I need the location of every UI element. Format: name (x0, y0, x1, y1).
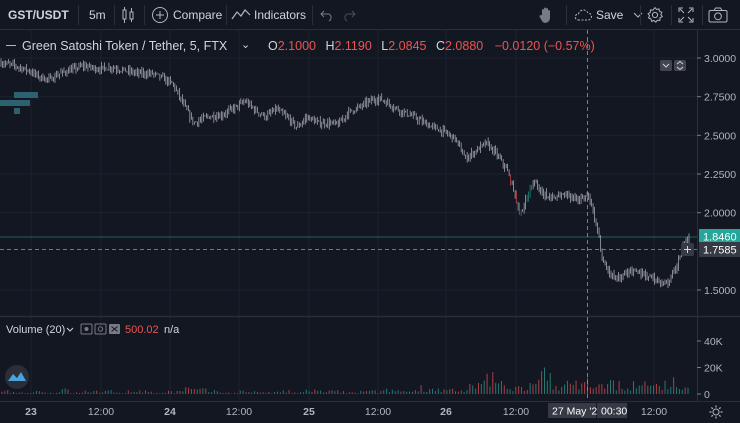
cloud-icon (574, 9, 592, 21)
toolbar-divider (566, 5, 567, 25)
toolbar-divider (144, 5, 145, 25)
price-chart[interactable]: Green Satoshi Token / Tether, 5, FTX ⌄ O… (0, 30, 740, 423)
gear-icon (712, 408, 720, 416)
toolbar-divider (702, 5, 703, 25)
price-tick-label: 1.5000 (704, 285, 736, 297)
time-tick-label: 24 (164, 406, 176, 418)
gear-icon (647, 7, 663, 23)
compare-button[interactable]: Compare (151, 0, 222, 30)
chevron-down-icon[interactable]: ⌄ (241, 39, 250, 51)
axis-settings-button[interactable] (709, 405, 723, 419)
chart-type-button[interactable] (119, 0, 137, 30)
maximize-pane-button[interactable] (674, 60, 686, 71)
volume-axis[interactable]: 40K 20K 0 (697, 336, 723, 401)
time-tick-label: 12:00 (226, 406, 252, 418)
time-tick-label: 12:00 (365, 406, 391, 418)
chart-background (0, 30, 740, 423)
snapshot-button[interactable] (708, 0, 728, 30)
time-tick-label: 12:00 (503, 406, 529, 418)
camera-icon (708, 7, 728, 23)
tradingview-logo[interactable] (5, 365, 29, 389)
crosshair-time: 00:30 (601, 406, 627, 418)
fullscreen-icon (678, 7, 694, 23)
volume-tick-label: 40K (704, 336, 723, 348)
hand-tool-button[interactable] (538, 0, 554, 30)
undo-icon (320, 10, 332, 22)
redo-icon (344, 10, 356, 22)
legend-row: Green Satoshi Token / Tether, 5, FTX ⌄ O… (6, 39, 595, 53)
chevron-down-icon (676, 66, 684, 71)
volume-tick-label: 0 (704, 389, 710, 401)
plus-circle-icon (152, 7, 168, 23)
logo-icon (8, 372, 26, 381)
volume-bars (1, 367, 689, 394)
toolbar-divider (114, 5, 115, 25)
crosshair-date: 27 May '22 (552, 406, 603, 418)
interval-label: 5m (89, 8, 106, 22)
volume-profile (0, 92, 38, 114)
time-axis[interactable]: 23 12:00 24 12:00 25 12:00 26 12:00 12:00 (25, 406, 667, 418)
time-tick-label: 23 (25, 406, 37, 418)
undo-button[interactable] (320, 0, 334, 30)
volume-label[interactable]: Volume (20) (6, 324, 65, 336)
indicators-button[interactable]: Indicators (231, 0, 306, 30)
chevron-down-icon (662, 63, 670, 68)
last-price-value: 1.8460 (703, 232, 737, 244)
crosshair-time-badge: 27 May '22 00:30 (548, 403, 627, 418)
hand-icon (539, 7, 550, 23)
price-tick-label: 2.0000 (704, 208, 736, 220)
save-label: Save (596, 8, 624, 22)
redo-button[interactable] (342, 0, 356, 30)
volume-tick-label: 20K (704, 363, 723, 375)
chevron-down-icon[interactable] (66, 327, 74, 332)
time-tick-label: 12:00 (88, 406, 114, 418)
toolbar-divider (78, 5, 79, 25)
indicators-label: Indicators (254, 8, 307, 22)
indicators-icon (231, 9, 251, 20)
pane-controls (660, 60, 686, 71)
time-tick-label: 26 (440, 406, 452, 418)
toolbar-divider (226, 5, 227, 25)
chevron-up-icon (676, 60, 684, 65)
price-tick-label: 2.5000 (704, 130, 736, 142)
time-tick-label: 12:00 (641, 406, 667, 418)
price-axis[interactable]: 3.0000 2.7500 2.5000 2.2500 2.0000 1.5000 (697, 53, 736, 297)
symbol-title[interactable]: Green Satoshi Token / Tether, 5, FTX (22, 39, 228, 53)
cursor-price-badge: 1.7585 (699, 242, 740, 257)
volume-settings-icons (80, 323, 120, 335)
add-alert-button[interactable] (681, 243, 694, 256)
cursor-price-value: 1.7585 (703, 245, 737, 257)
time-tick-label: 25 (303, 406, 315, 418)
price-tick-label: 2.7500 (704, 92, 736, 104)
ohlc-values: O2.1000 H2.1190 L2.0845 C2.0880 −0.0120 … (268, 39, 595, 53)
symbol-label: GST/USDT (8, 8, 69, 22)
fullscreen-button[interactable] (678, 0, 694, 30)
eye-icon[interactable] (80, 323, 93, 335)
price-tick-label: 2.2500 (704, 169, 736, 181)
toolbar-divider (640, 5, 641, 25)
top-toolbar: GST/USDT 5m Compare Indicators (0, 0, 740, 30)
volume-na: n/a (164, 324, 180, 336)
price-tick-label: 3.0000 (704, 53, 736, 65)
gear-icon[interactable] (94, 323, 107, 335)
candles-icon (122, 7, 134, 23)
last-price-badge: 1.8460 (699, 229, 740, 244)
chevron-down-icon (634, 12, 643, 18)
toolbar-divider (312, 5, 313, 25)
chart-grid (0, 30, 697, 401)
compare-label: Compare (173, 8, 223, 22)
collapse-pane-button[interactable] (660, 60, 672, 71)
interval-button[interactable]: 5m (89, 0, 106, 30)
symbol-search-button[interactable]: GST/USDT (8, 0, 69, 30)
settings-button[interactable] (646, 0, 664, 30)
volume-legend: Volume (20) 500.02 n/a (6, 323, 180, 336)
toolbar-divider (671, 5, 672, 25)
volume-value: 500.02 (125, 324, 159, 336)
save-button[interactable]: Save (573, 0, 643, 30)
